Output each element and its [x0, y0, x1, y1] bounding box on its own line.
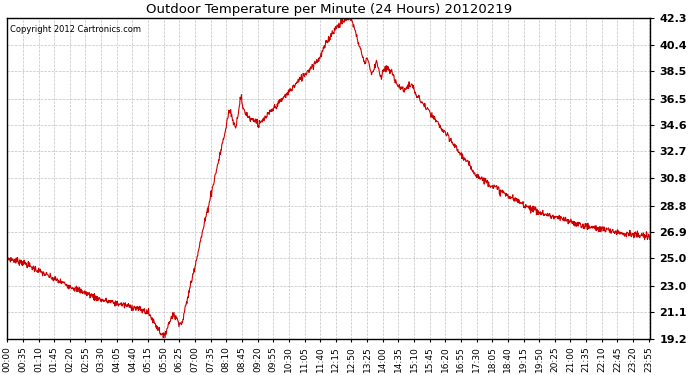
Text: Copyright 2012 Cartronics.com: Copyright 2012 Cartronics.com: [10, 25, 141, 34]
Title: Outdoor Temperature per Minute (24 Hours) 20120219: Outdoor Temperature per Minute (24 Hours…: [146, 3, 512, 16]
